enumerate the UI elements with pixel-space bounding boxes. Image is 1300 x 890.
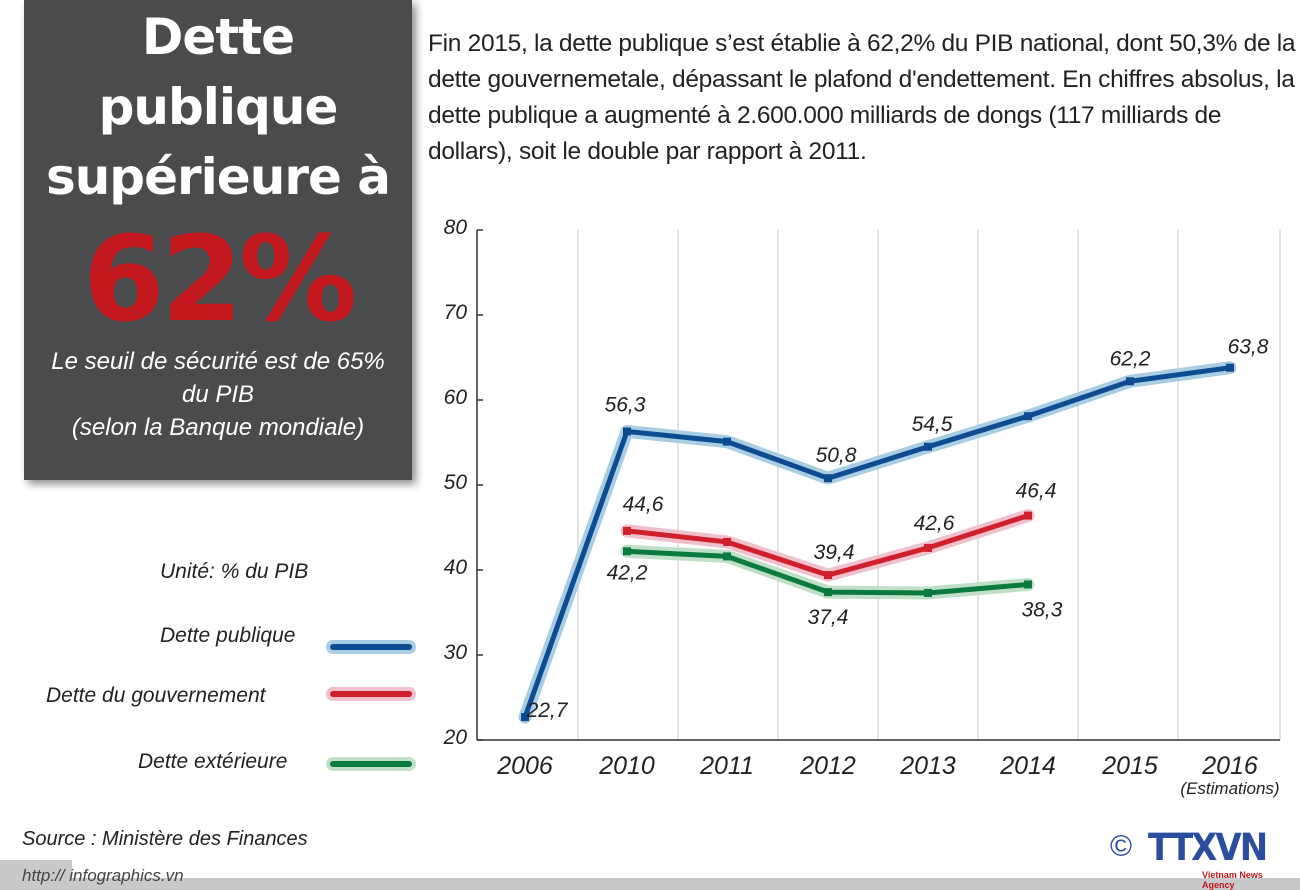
data-label: 46,4 (1016, 480, 1057, 503)
data-point (623, 547, 631, 556)
footer-bar (0, 878, 1300, 890)
x-tick-label: 2012 (799, 752, 856, 780)
data-label: 22,7 (526, 699, 569, 722)
data-label: 63,8 (1228, 336, 1269, 359)
x-tick-label: 2011 (699, 752, 754, 780)
x-note: (Estimations) (1180, 779, 1279, 798)
y-tick-label: 80 (444, 216, 468, 239)
data-point (723, 437, 731, 446)
line-chart: 20 30 40 50 60 70 80 2006 2010 2011 2012 2013 2014 20… (443, 216, 1281, 798)
footer-url[interactable]: http:// infographics.vn (22, 866, 184, 885)
y-tick-label: 20 (443, 726, 468, 749)
y-tick-label: 50 (444, 471, 468, 494)
headline-line: Dette (141, 8, 295, 66)
x-tick-label: 2013 (899, 752, 956, 780)
x-tick-label: 2006 (496, 752, 553, 780)
data-point (1226, 363, 1234, 372)
data-label: 56,3 (605, 393, 646, 416)
data-point (723, 552, 731, 561)
headline-line: supérieure à (45, 148, 391, 206)
data-point (924, 588, 932, 597)
data-label: 37,4 (808, 606, 849, 629)
source-text: Source : Ministère des Finances (22, 828, 308, 850)
unit-label: Unité: % du PIB (160, 560, 309, 583)
data-point (924, 442, 932, 451)
y-tick-label: 70 (444, 301, 468, 324)
data-label: 39,4 (814, 541, 855, 564)
y-tick-label: 60 (444, 386, 468, 409)
data-label: 38,3 (1022, 598, 1063, 621)
data-label: 42,6 (914, 512, 955, 535)
data-point (1024, 580, 1032, 589)
series-line (522, 365, 1231, 718)
legend-swatch-government (330, 691, 412, 697)
data-point (824, 474, 832, 483)
data-label: 42,2 (607, 561, 648, 584)
data-point (521, 713, 529, 722)
legend-label-external: Dette extérieure (138, 750, 288, 773)
headline-sub: du PIB (181, 381, 255, 408)
data-label: 44,6 (623, 493, 664, 516)
data-label: 54,5 (912, 413, 953, 436)
headline-box: Dette publique supérieure à 62% Le seuil… (24, 0, 412, 480)
data-label: 62,2 (1110, 347, 1151, 370)
data-point (924, 543, 932, 552)
data-point (1024, 511, 1032, 520)
footer-tab (0, 860, 72, 890)
headline-sub: (selon la Banque mondiale) (71, 414, 365, 441)
legend-swatch-public (330, 644, 412, 650)
data-label: 50,8 (816, 444, 857, 467)
y-tick-label: 40 (444, 556, 468, 579)
headline-line: publique (98, 78, 339, 136)
x-tick-label: 2016 (1201, 752, 1258, 780)
data-point (623, 526, 631, 535)
data-point (723, 537, 731, 546)
x-tick-label: 2010 (598, 752, 655, 780)
legend-label-government: Dette du gouvernement (46, 684, 266, 707)
ttxvn-logo: © TTXVN Vietnam News Agency (1110, 826, 1285, 890)
headline-big-number: 62% (82, 210, 357, 348)
data-point (824, 571, 832, 580)
y-tick-label: 30 (444, 641, 468, 664)
headline-sub: Le seuil de sécurité est de 65% (51, 348, 385, 375)
data-point (824, 588, 832, 597)
intro-text: Fin 2015, la dette publique s’est établi… (428, 30, 1296, 165)
legend-swatch-external (330, 761, 412, 767)
data-point (1024, 412, 1032, 421)
logo-text: TTXVN (1148, 826, 1268, 870)
copyright-symbol: © (1110, 830, 1133, 863)
x-tick-label: 2015 (1101, 752, 1158, 780)
data-point (623, 427, 631, 436)
data-point (1126, 377, 1134, 386)
legend-label-public: Dette publique (160, 624, 296, 647)
logo-subtext: Vietnam News Agency (1202, 870, 1263, 890)
x-tick-label: 2014 (999, 752, 1056, 780)
